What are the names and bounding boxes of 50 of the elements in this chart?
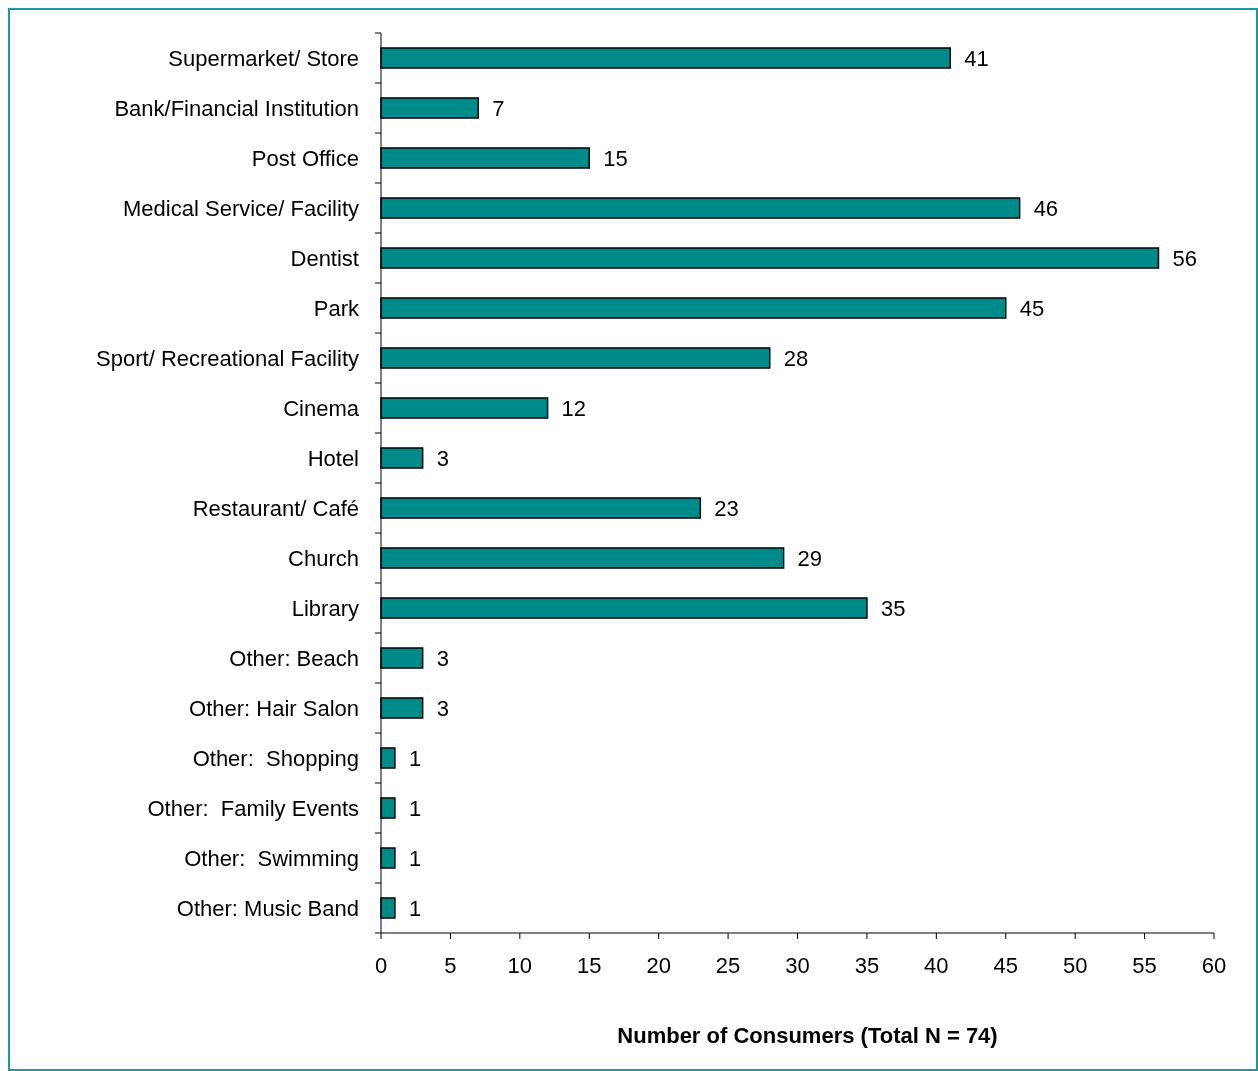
y-tick-label: Cinema	[283, 395, 360, 421]
y-tick-label: Dentist	[290, 245, 359, 271]
y-tick-label: Bank/Financial Institution	[114, 95, 359, 121]
x-tick-label: 10	[507, 953, 533, 978]
data-label: 1	[408, 845, 422, 871]
y-tick-label: Other: Swimming	[184, 845, 359, 871]
y-tick-label: Other: Family Events	[147, 795, 359, 821]
x-tick-label: 45	[993, 953, 1018, 978]
x-tick-label: 20	[646, 953, 671, 978]
data-label: 3	[436, 645, 449, 671]
y-tick-label: Other: Beach	[229, 645, 359, 671]
data-label: 3	[436, 445, 449, 471]
y-tick-label: Other: Hair Salon	[189, 695, 359, 721]
data-label: 28	[783, 345, 809, 371]
y-tick-label: Restaurant/ Café	[192, 495, 359, 521]
x-tick-label: 30	[785, 953, 810, 978]
y-tick-label: Hotel	[307, 445, 359, 471]
y-tick-label: Other: Shopping	[192, 745, 359, 771]
data-label: 3	[436, 695, 449, 721]
x-tick-label: 35	[854, 953, 880, 978]
data-label: 41	[964, 45, 989, 71]
data-label: 29	[797, 545, 823, 571]
data-label: 12	[561, 395, 587, 421]
data-label: 1	[408, 745, 422, 771]
x-tick-label: 50	[1062, 953, 1088, 978]
y-tick-label: Other: Music Band	[176, 895, 359, 921]
y-tick-label: Medical Service/ Facility	[123, 195, 359, 221]
y-tick-label: Library	[291, 595, 359, 621]
data-label: 46	[1033, 195, 1059, 221]
data-label: 7	[492, 95, 505, 121]
x-tick-label: 60	[1201, 953, 1227, 978]
x-tick-label: 55	[1132, 953, 1157, 978]
data-label: 45	[1019, 295, 1045, 321]
y-tick-label: Park	[313, 295, 360, 321]
y-tick-label: Supermarket/ Store	[168, 45, 359, 71]
data-label: 1	[408, 795, 422, 821]
x-tick-label: 0	[374, 953, 388, 978]
x-axis-title: Number of Consumers (Total N = 74)	[617, 1023, 998, 1048]
data-label: 23	[714, 495, 739, 521]
data-label: 1	[408, 895, 422, 921]
y-tick-label: Church	[288, 545, 359, 571]
x-tick-label: 15	[577, 953, 602, 978]
data-label: 35	[880, 595, 906, 621]
x-tick-label: 25	[715, 953, 741, 978]
data-label: 15	[603, 145, 628, 171]
data-label: 56	[1172, 245, 1197, 271]
y-tick-label: Sport/ Recreational Facility	[96, 345, 359, 371]
x-tick-label: 5	[444, 953, 457, 978]
x-tick-label: 40	[924, 953, 949, 978]
y-tick-label: Post Office	[251, 145, 359, 171]
